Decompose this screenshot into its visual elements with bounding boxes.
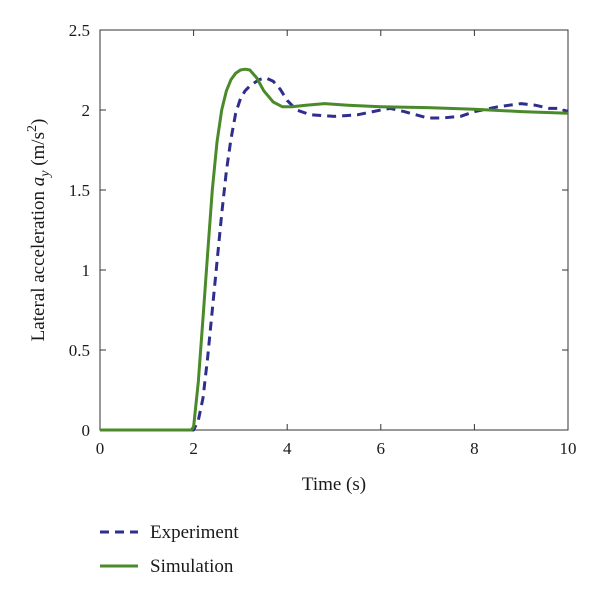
y-axis-label-subscript: y	[38, 170, 53, 179]
legend-label-experiment: Experiment	[150, 522, 239, 543]
y-axis-label-symbol: a	[28, 177, 49, 187]
y-tick-label: 1.5	[69, 181, 90, 200]
y-axis-label-unit-close: )	[28, 119, 49, 125]
legend-label-simulation: Simulation	[150, 556, 234, 577]
plot-area	[99, 29, 569, 431]
series-line-experiment	[100, 76, 569, 432]
x-tick-label: 2	[189, 439, 198, 458]
x-axis-label: Time (s)	[302, 474, 366, 495]
y-tick-label: 0.5	[69, 341, 90, 360]
y-axis-label-superscript: 2	[25, 125, 40, 132]
y-axis-label: Lateral acceleration ay (m/s2)	[25, 119, 53, 342]
series-line-simulation	[100, 67, 569, 432]
plot-frame	[99, 29, 569, 431]
y-axis-label-unit-open: (m/s	[28, 132, 49, 171]
x-tick-label: 4	[283, 439, 292, 458]
series-layer	[100, 67, 569, 432]
axis-tick-labels: 0 2 4 6 8 10 0 0.5 1 1.5 2 2.5	[69, 21, 577, 458]
x-tick-label: 10	[560, 439, 577, 458]
y-tick-label: 0	[82, 421, 91, 440]
legend: Experiment Simulation	[100, 522, 239, 577]
x-tick-label: 8	[470, 439, 479, 458]
x-tick-label: 6	[377, 439, 386, 458]
y-tick-label: 2	[82, 101, 91, 120]
y-tick-label: 2.5	[69, 21, 90, 40]
y-axis-label-prefix: Lateral acceleration	[28, 186, 49, 341]
x-tick-label: 0	[96, 439, 105, 458]
y-tick-label: 1	[82, 261, 91, 280]
